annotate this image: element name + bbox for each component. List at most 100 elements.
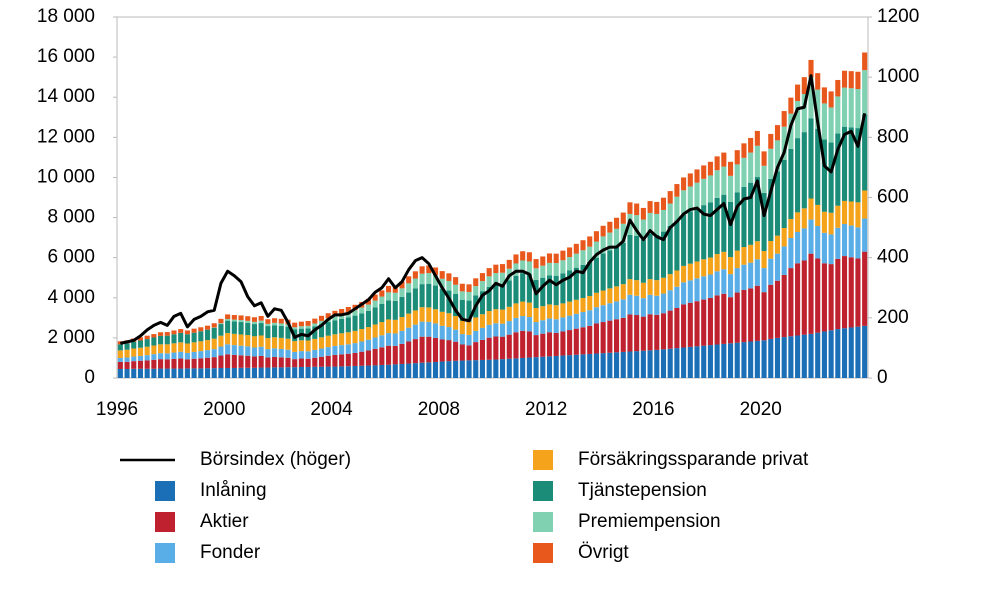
bar-segment	[707, 345, 713, 378]
bar-segment	[533, 322, 539, 336]
bar-segment	[808, 333, 814, 378]
bar-segment	[225, 344, 231, 355]
bar-segment	[714, 295, 720, 345]
bar-segment	[144, 335, 150, 340]
bar-segment	[164, 332, 170, 336]
bar-segment	[191, 328, 197, 333]
bar-segment	[768, 258, 774, 285]
bar-segment	[352, 315, 358, 331]
bar-segment	[607, 352, 613, 378]
x-tick-label: 2000	[203, 399, 245, 420]
bar-segment	[748, 244, 754, 263]
bar-segment	[466, 321, 472, 335]
bar-segment	[325, 366, 331, 378]
bar-segment	[855, 258, 861, 327]
bar-segment	[841, 223, 848, 257]
bar-segment	[292, 341, 298, 352]
bar-segment	[272, 367, 278, 378]
bar-segment	[285, 326, 291, 339]
bar-segment	[620, 243, 626, 285]
y-tick-label: 12 000	[37, 126, 95, 147]
bar-segment	[158, 332, 164, 336]
bar-segment	[178, 332, 184, 343]
bar-segment	[258, 335, 264, 347]
bar-segment	[560, 250, 566, 261]
bar-segment	[768, 178, 774, 242]
bar-segment	[191, 368, 197, 378]
bar-segment	[318, 324, 325, 338]
bar-segment	[607, 232, 613, 251]
bar-segment	[500, 272, 506, 284]
bar-segment	[298, 321, 304, 327]
bar-segment	[144, 360, 150, 369]
bar-segment	[171, 343, 177, 353]
bar-segment	[184, 343, 190, 353]
bar-segment	[553, 319, 559, 333]
bar-segment	[144, 346, 150, 356]
bar-segment	[687, 346, 693, 378]
bar-segment	[285, 357, 291, 368]
bar-segment	[768, 241, 774, 259]
bar-segment	[754, 130, 760, 146]
bar-segment	[426, 273, 432, 284]
bar-segment	[795, 263, 801, 336]
bar-segment	[560, 331, 566, 356]
bar-segment	[278, 323, 284, 326]
bar-segment	[848, 88, 854, 128]
bar-segment	[701, 345, 707, 378]
bar-segment	[386, 345, 392, 365]
bar-segment	[533, 268, 539, 280]
bar-segment	[546, 275, 553, 305]
bar-segment	[419, 266, 425, 274]
bar-segment	[184, 368, 190, 378]
bar-segment	[841, 200, 848, 224]
bar-segment	[345, 344, 351, 354]
bar-segment	[607, 221, 613, 233]
bar-segment	[318, 366, 325, 378]
bar-segment	[292, 351, 298, 360]
bar-segment	[681, 214, 687, 266]
bar-segment	[298, 351, 304, 359]
bar-segment	[466, 284, 472, 292]
bar-segment	[640, 350, 646, 378]
bar-segment	[567, 330, 573, 356]
bar-segment	[426, 336, 432, 363]
bar-segment	[513, 332, 519, 359]
bar-segment	[379, 296, 385, 304]
bar-segment	[500, 264, 506, 273]
bar-segment	[332, 334, 338, 346]
bar-segment	[238, 322, 244, 335]
bar-segment	[486, 359, 492, 378]
bar-segment	[600, 322, 606, 354]
bar-segment	[432, 337, 439, 362]
legend-label: Fonder	[200, 542, 261, 563]
bar-segment	[573, 267, 579, 300]
bar-segment	[117, 344, 123, 351]
bar-segment	[634, 351, 640, 378]
bar-segment	[191, 358, 197, 369]
bar-segment	[198, 327, 204, 332]
bar-segment	[788, 148, 794, 219]
bar-segment	[607, 303, 613, 321]
bar-segment	[265, 367, 271, 378]
bar-segment	[694, 208, 700, 262]
bar-segment	[459, 320, 465, 335]
bar-segment	[727, 274, 734, 298]
bar-segment	[754, 340, 760, 378]
bar-segment	[312, 323, 318, 327]
bar-segment	[211, 368, 217, 378]
bar-segment	[862, 52, 868, 71]
bar-segment	[473, 342, 479, 361]
bar-segment	[714, 254, 720, 272]
bar-segment	[231, 319, 237, 322]
bar-segment	[620, 351, 626, 378]
bar-segment	[412, 339, 418, 364]
bar-segment	[272, 337, 278, 349]
bar-segment	[218, 355, 224, 368]
bar-segment	[727, 257, 734, 275]
bar-segment	[479, 339, 485, 360]
bar-segment	[312, 338, 318, 350]
bar-segment	[352, 310, 358, 316]
bar-segment	[117, 357, 123, 362]
bar-segment	[754, 285, 760, 341]
